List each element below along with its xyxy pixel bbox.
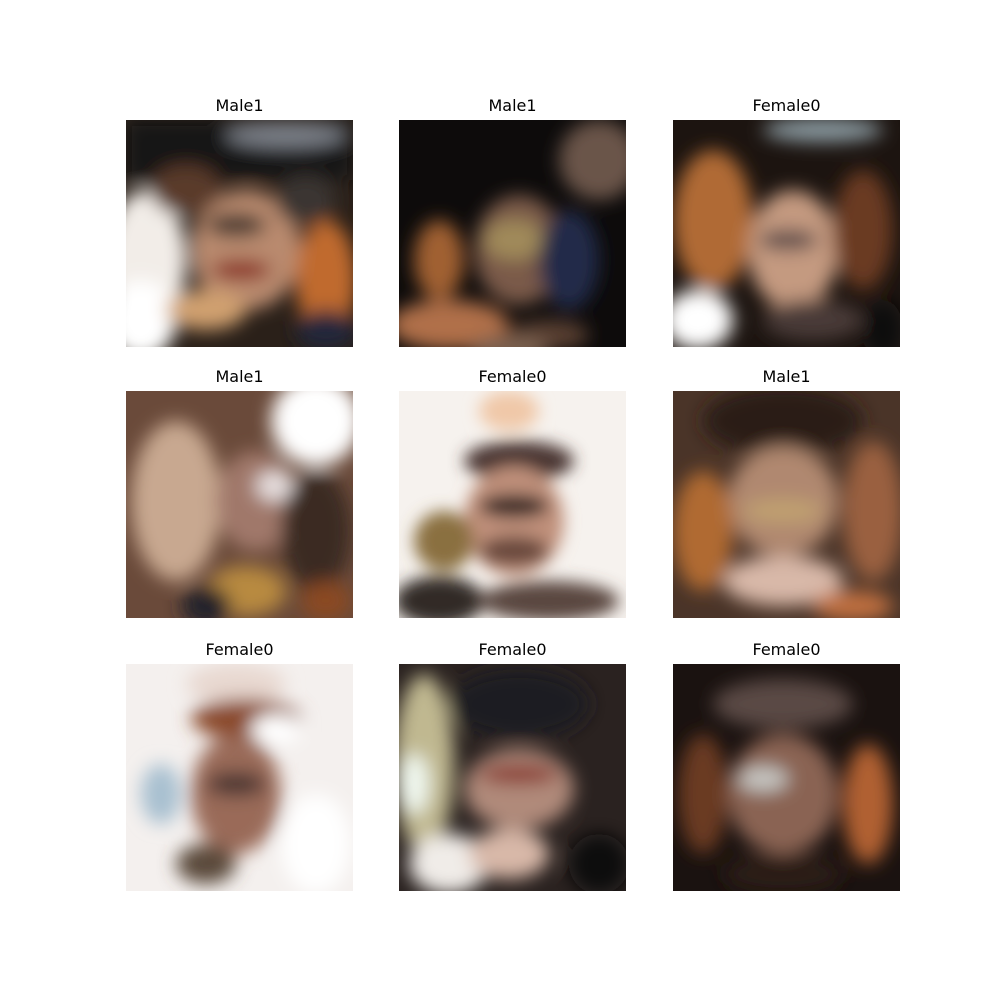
generated-face-image — [673, 120, 900, 347]
panel-title: Female0 — [752, 640, 821, 659]
panel-title: Female0 — [478, 367, 547, 386]
panel-title: Female0 — [205, 640, 274, 659]
generated-face-image — [673, 664, 900, 891]
panel-title: Female0 — [478, 640, 547, 659]
generated-face-image — [126, 120, 353, 347]
panel-title: Female0 — [752, 96, 821, 115]
generated-face-image — [126, 664, 353, 891]
panel-title: Male1 — [215, 367, 264, 386]
generated-face-image — [673, 391, 900, 618]
panel-title: Male1 — [762, 367, 811, 386]
generated-face-image — [399, 120, 626, 347]
generated-face-image — [399, 391, 626, 618]
panel-title: Male1 — [215, 96, 264, 115]
generated-face-image — [399, 664, 626, 891]
panel-title: Male1 — [488, 96, 537, 115]
generated-face-image — [126, 391, 353, 618]
